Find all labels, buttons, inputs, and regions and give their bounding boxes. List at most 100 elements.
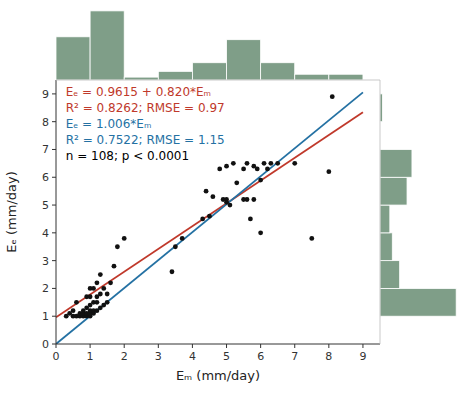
x-tick (158, 344, 159, 348)
x-tick-label: 3 (155, 350, 162, 363)
y-tick (52, 288, 56, 289)
histogram-bar (227, 40, 261, 80)
x-tick-label: 4 (189, 350, 196, 363)
y-tick (52, 260, 56, 261)
x-tick (192, 344, 193, 348)
annotation: R² = 0.8262; RMSE = 0.97 (66, 101, 225, 115)
top-histogram (56, 11, 363, 80)
y-tick (52, 177, 56, 178)
scatter-point (98, 292, 103, 297)
plot-area (56, 92, 363, 344)
y-tick-label: 0 (42, 338, 49, 351)
histogram-bar (261, 63, 295, 80)
scatter-point (115, 244, 120, 249)
x-axis-label: Eₘ (mm/day) (176, 368, 260, 383)
x-tick (362, 344, 363, 348)
scatter-point (231, 161, 236, 166)
x-tick-label: 2 (121, 350, 128, 363)
scatter-point (268, 161, 273, 166)
histogram-bar (380, 177, 407, 205)
y-tick-label: 8 (42, 116, 49, 129)
x-tick (294, 344, 295, 348)
scatter-point (258, 178, 263, 183)
annotation: Eₑ = 0.9615 + 0.820*Eₘ (66, 85, 211, 99)
x-tick (90, 344, 91, 348)
y-tick (52, 316, 56, 317)
y-axis-label: Eₑ (mm/day) (4, 171, 19, 253)
scatter-point (74, 300, 79, 305)
scatter-point (248, 217, 253, 222)
x-tick (260, 344, 261, 348)
x-tick-label: 9 (359, 350, 366, 363)
histogram-bar (380, 288, 456, 316)
regression-line (56, 112, 363, 317)
x-tick-label: 6 (257, 350, 264, 363)
scatter-point (170, 269, 175, 274)
regression-line (56, 92, 363, 344)
right-histogram (380, 94, 456, 316)
chart: 01234567890123456789Eₘ (mm/day)Eₑ (mm/da… (0, 0, 474, 394)
scatter-point (275, 161, 280, 166)
scatter-point (224, 164, 229, 169)
y-tick (52, 121, 56, 122)
scatter-point (210, 194, 215, 199)
y-tick-label: 4 (42, 227, 49, 240)
scatter-point (330, 94, 335, 99)
scatter-point (105, 300, 110, 305)
scatter-point (245, 161, 250, 166)
histogram-bar (90, 11, 124, 80)
histogram-bar (380, 261, 400, 289)
x-tick-label: 8 (325, 350, 332, 363)
y-tick (52, 232, 56, 233)
histogram-bar (380, 149, 412, 177)
scatter-point (108, 280, 113, 285)
scatter-point (309, 236, 314, 241)
scatter-point (101, 286, 106, 291)
histogram-bar (329, 74, 363, 80)
annotation: Eₑ = 1.006*Eₘ (66, 117, 152, 131)
y-tick-label: 3 (42, 255, 49, 268)
scatter-point (88, 294, 93, 299)
scatter-point (251, 197, 256, 202)
scatter-point (71, 308, 76, 313)
histogram-bar (380, 205, 390, 233)
x-tick-label: 5 (223, 350, 230, 363)
x-tick-label: 0 (53, 350, 60, 363)
scatter-point (241, 167, 246, 172)
right-histogram-baseline (380, 80, 381, 344)
scatter-point (326, 169, 331, 174)
scatter-point (258, 230, 263, 235)
scatter-point (200, 217, 205, 222)
scatter-point (95, 300, 100, 305)
y-tick-label: 2 (42, 282, 49, 295)
scatter-point (122, 236, 127, 241)
y-tick-label: 1 (42, 310, 49, 323)
y-tick (52, 344, 56, 345)
x-tick-label: 1 (87, 350, 94, 363)
x-axis-line (56, 344, 380, 345)
top-histogram-baseline (56, 80, 380, 81)
scatter-point (245, 197, 250, 202)
histogram-bar (192, 63, 226, 80)
histogram-bar (158, 71, 192, 80)
y-tick (52, 93, 56, 94)
x-tick (56, 344, 57, 348)
y-tick (52, 149, 56, 150)
y-tick-label: 9 (42, 88, 49, 101)
x-tick-label: 7 (291, 350, 298, 363)
y-tick-label: 7 (42, 143, 49, 156)
scatter-point (292, 161, 297, 166)
scatter-point (95, 280, 100, 285)
scatter-point (217, 167, 222, 172)
scatter-point (207, 214, 212, 219)
scatter-point (105, 292, 110, 297)
histogram-bar (295, 74, 329, 80)
x-tick (226, 344, 227, 348)
scatter-point (262, 161, 267, 166)
histogram-bar (380, 233, 392, 261)
scatter-point (204, 189, 209, 194)
scatter-point (224, 197, 229, 202)
x-tick (124, 344, 125, 348)
x-tick (328, 344, 329, 348)
scatter-point (265, 167, 270, 172)
